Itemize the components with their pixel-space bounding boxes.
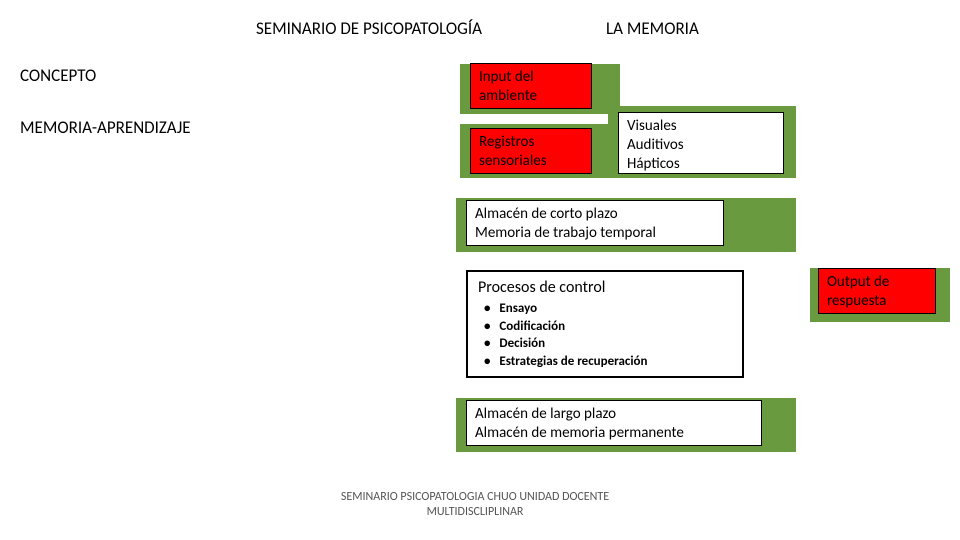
text-line: Hápticos — [627, 155, 775, 174]
text-line: ambiente — [479, 87, 583, 106]
procesos-title: Procesos de control — [478, 278, 732, 298]
box-output: Output de respuesta — [818, 268, 936, 314]
procesos-list: Ensayo Codificación Decisión Estrategias… — [484, 300, 732, 370]
text-line: Almacén de memoria permanente — [475, 424, 753, 443]
text-line: Auditivos — [627, 136, 775, 155]
text-line: Input del — [479, 68, 583, 87]
header-left-title: SEMINARIO DE PSICOPATOLOGÍA — [256, 18, 482, 39]
list-item: Ensayo — [484, 300, 732, 318]
text-line: Almacén de largo plazo — [475, 405, 753, 424]
box-input-ambiente: Input del ambiente — [470, 63, 592, 109]
list-item: Estrategias de recuperación — [484, 353, 732, 371]
box-tipos: Visuales Auditivos Hápticos — [618, 112, 784, 174]
text-line: Visuales — [627, 117, 775, 136]
text-line: Registros — [479, 133, 583, 152]
text-line: respuesta — [827, 292, 927, 311]
box-procesos-control: Procesos de control Ensayo Codificación … — [466, 270, 744, 378]
box-corto-plazo: Almacén de corto plazo Memoria de trabaj… — [466, 200, 724, 246]
header-right-title: LA MEMORIA — [606, 18, 699, 39]
text-line: Memoria de trabajo temporal — [475, 224, 715, 243]
list-item: Codificación — [484, 318, 732, 336]
footer-text: SEMINARIO PSICOPATOLOGIA CHUO UNIDAD DOC… — [290, 490, 660, 520]
footer-line: MULTIDISCLIPLINAR — [290, 505, 660, 520]
list-item: Decisión — [484, 335, 732, 353]
footer-line: SEMINARIO PSICOPATOLOGIA CHUO UNIDAD DOC… — [290, 490, 660, 505]
label-concepto: CONCEPTO — [20, 65, 96, 86]
text-line: sensoriales — [479, 152, 583, 171]
label-memoria-aprendizaje: MEMORIA-APRENDIZAJE — [20, 117, 191, 138]
box-registros: Registros sensoriales — [470, 128, 592, 174]
box-largo-plazo: Almacén de largo plazo Almacén de memori… — [466, 400, 762, 446]
text-line: Output de — [827, 273, 927, 292]
text-line: Almacén de corto plazo — [475, 205, 715, 224]
